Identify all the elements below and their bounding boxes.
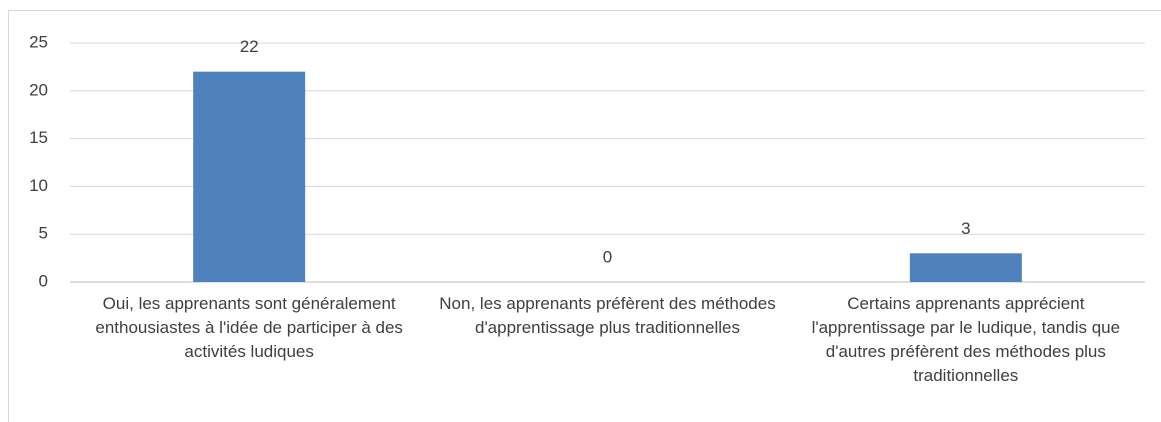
data-label: 3 [961,219,970,238]
chart-border [8,10,1161,422]
y-tick-label: 25 [29,32,48,51]
y-tick-label: 15 [29,128,48,147]
y-tick-label: 10 [29,176,48,195]
bar [909,253,1022,282]
x-tick-label: Oui, les apprenants sont généralement en… [95,294,403,361]
x-tick-label: Non, les apprenants préfèrent des méthod… [439,294,776,337]
y-tick-label: 5 [39,224,48,243]
y-tick-label: 0 [39,271,48,290]
bar [193,71,306,283]
y-tick-label: 20 [29,80,48,99]
x-tick-label: Certains apprenants apprécient l'apprent… [811,294,1121,385]
data-label: 22 [240,37,259,56]
data-label: 0 [603,247,612,266]
